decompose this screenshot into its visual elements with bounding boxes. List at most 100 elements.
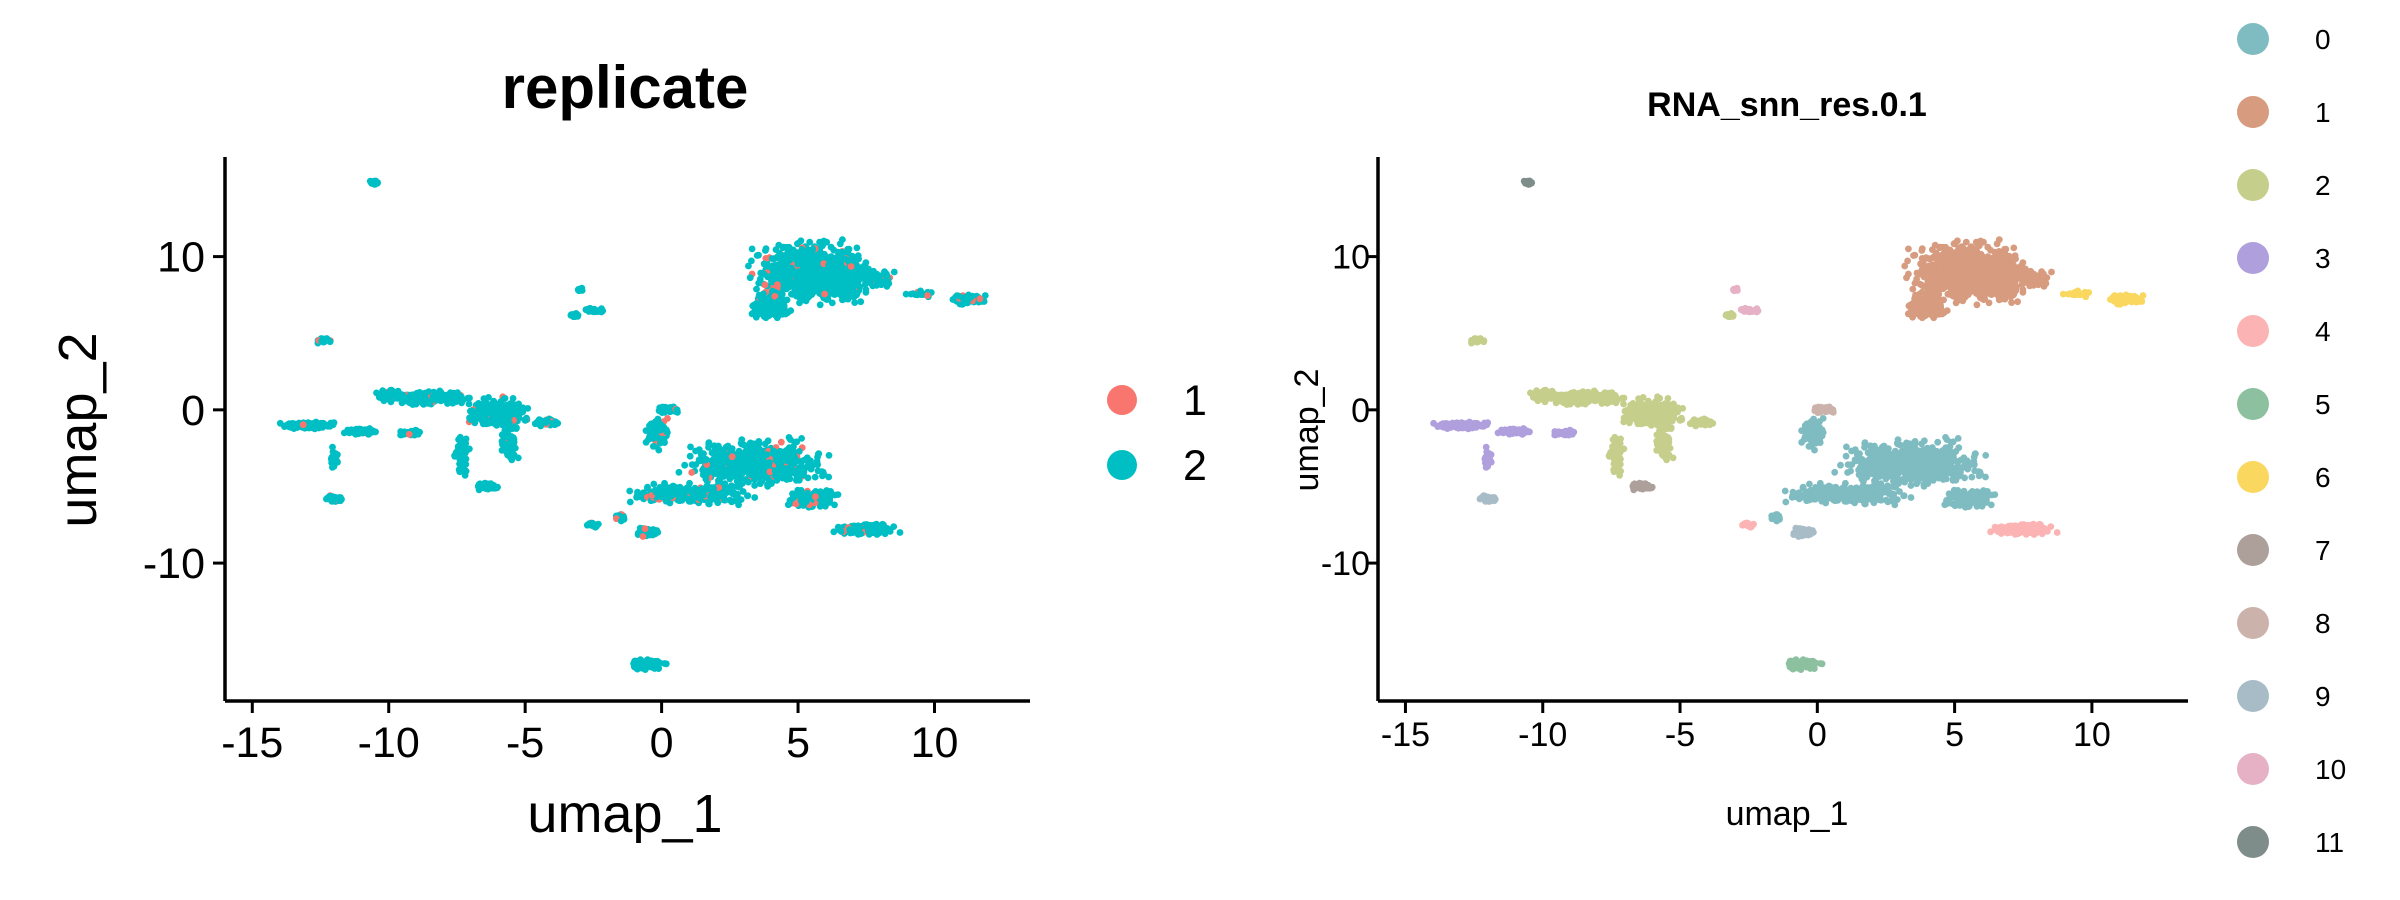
data-point <box>828 299 836 307</box>
data-point <box>883 270 890 278</box>
data-point <box>505 413 513 421</box>
data-point <box>814 450 822 458</box>
data-point <box>762 247 769 254</box>
data-point <box>329 464 336 471</box>
data-point <box>717 459 724 466</box>
data-point <box>816 301 824 309</box>
data-point <box>765 476 772 483</box>
data-point <box>751 476 758 484</box>
data-point <box>505 426 512 433</box>
data-point <box>799 259 807 267</box>
data-point <box>1989 260 1997 268</box>
data-point <box>732 471 740 479</box>
data-point <box>1911 279 1919 287</box>
data-point <box>1948 272 1956 279</box>
data-point <box>331 453 339 461</box>
data-point <box>753 285 760 293</box>
data-point <box>454 447 461 455</box>
data-point <box>1917 281 1925 289</box>
data-point <box>871 525 878 533</box>
data-point <box>881 278 888 285</box>
data-point <box>330 493 337 501</box>
data-point <box>878 525 886 533</box>
data-point <box>1948 252 1956 260</box>
data-point <box>781 469 789 476</box>
data-point <box>742 448 750 455</box>
data-point <box>344 426 352 434</box>
data-point <box>372 428 379 436</box>
data-point <box>1936 285 1944 292</box>
data-point <box>1954 237 1961 245</box>
data-point <box>981 292 989 299</box>
x-tick-label: 0 <box>650 719 674 767</box>
data-point <box>896 529 904 536</box>
data-point <box>798 435 805 442</box>
data-point <box>315 420 323 428</box>
data-point <box>786 281 793 289</box>
data-point <box>729 490 737 498</box>
data-point <box>1981 261 1989 269</box>
data-point <box>793 438 801 446</box>
data-point <box>778 458 786 466</box>
data-point <box>777 464 785 471</box>
data-point <box>771 292 779 300</box>
data-point <box>519 408 527 416</box>
data-point <box>798 246 806 253</box>
data-point <box>755 279 763 287</box>
data-point <box>753 470 760 478</box>
data-point <box>417 392 425 399</box>
data-point <box>451 453 459 460</box>
data-point <box>650 480 658 488</box>
data-point <box>1952 299 1960 307</box>
data-point <box>654 423 661 430</box>
data-point <box>777 438 785 446</box>
data-point <box>1995 236 2003 244</box>
data-point <box>735 449 743 456</box>
data-point <box>485 408 493 416</box>
data-point <box>847 529 854 537</box>
data-point <box>862 286 870 293</box>
data-point <box>412 394 419 401</box>
data-point <box>509 434 517 442</box>
data-point <box>809 245 817 253</box>
data-point <box>595 307 603 315</box>
data-point <box>1975 242 1983 250</box>
data-point <box>839 296 846 304</box>
data-point <box>505 442 513 450</box>
data-point <box>735 456 743 464</box>
data-point <box>733 483 740 490</box>
data-point <box>793 477 800 484</box>
data-point <box>649 530 656 537</box>
data-point <box>795 448 803 455</box>
data-point <box>727 464 735 471</box>
data-point <box>690 492 698 499</box>
data-point <box>508 447 516 455</box>
data-point <box>786 256 794 264</box>
data-point <box>1925 255 1932 262</box>
legend-label: 2 <box>1183 442 1207 490</box>
data-point <box>756 480 764 488</box>
data-point <box>681 461 689 469</box>
data-point <box>700 491 707 499</box>
data-point <box>818 468 826 475</box>
data-point <box>853 244 861 252</box>
data-point <box>458 452 466 460</box>
data-point <box>717 453 724 460</box>
data-point <box>791 470 799 477</box>
data-point <box>784 501 792 509</box>
data-point <box>714 492 721 500</box>
data-point <box>791 252 799 260</box>
y-tick-label: -10 <box>143 540 205 588</box>
data-point <box>502 402 510 409</box>
data-point <box>817 270 824 277</box>
data-point <box>1995 256 2003 263</box>
data-point <box>780 278 788 286</box>
data-point <box>789 266 797 274</box>
data-point <box>890 268 898 276</box>
data-point <box>758 300 766 308</box>
data-point <box>757 269 765 277</box>
data-point <box>726 496 734 504</box>
data-point <box>797 237 805 245</box>
data-point <box>405 430 413 438</box>
data-point <box>806 238 814 246</box>
